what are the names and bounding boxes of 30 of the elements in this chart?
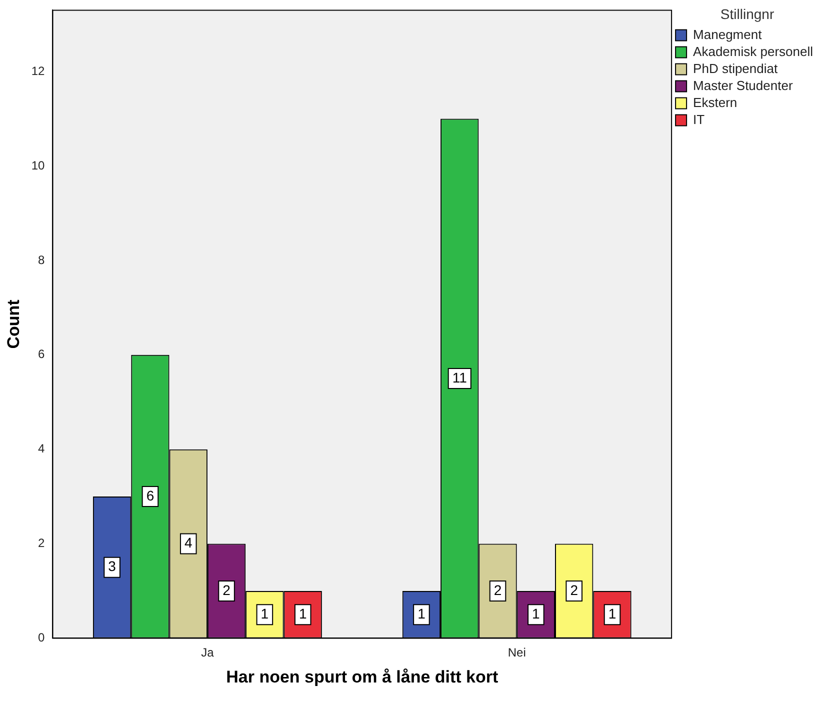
x-tick-label: Ja: [201, 646, 214, 660]
legend-label: Ekstern: [693, 94, 738, 110]
data-label: 2: [494, 582, 502, 598]
legend-label: Master Studenter: [693, 78, 794, 93]
y-tick-label: 4: [38, 442, 46, 456]
data-label: 1: [532, 605, 540, 622]
data-label: 1: [608, 605, 616, 622]
legend-label: Manegment: [693, 26, 762, 42]
legend-label: PhD stipendiat: [693, 60, 778, 76]
legend-title: Stillingnr: [720, 6, 774, 22]
data-label: 11: [452, 369, 468, 386]
data-label: 1: [298, 605, 307, 622]
legend-label: Akademisk personell: [693, 44, 814, 59]
x-tick-label: Nei: [508, 646, 526, 660]
legend-label: IT: [693, 112, 705, 127]
x-axis-title: Har noen spurt om å låne ditt kort: [226, 667, 498, 686]
data-label: 1: [260, 605, 269, 622]
y-tick-label: 12: [31, 64, 46, 78]
y-tick-label: 6: [38, 347, 46, 362]
y-tick-label: 8: [38, 252, 46, 267]
y-tick-label: 2: [38, 536, 46, 550]
data-label: 6: [146, 487, 154, 504]
data-label: 2: [222, 582, 231, 598]
data-label: 2: [570, 582, 578, 598]
y-tick-label: 0: [38, 630, 46, 645]
data-label: 1: [418, 605, 426, 622]
y-axis-title: Count: [4, 299, 23, 349]
data-label: 4: [184, 534, 192, 551]
data-label: 3: [108, 558, 116, 574]
y-tick-label: 10: [31, 158, 46, 172]
